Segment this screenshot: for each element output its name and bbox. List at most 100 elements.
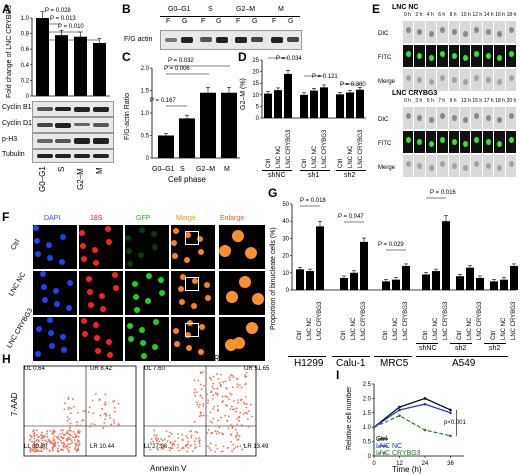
panel-e-lnc-crybg3-cell-blob-0-4 <box>451 115 457 121</box>
panel-b-lane-3: G <box>216 18 222 25</box>
panel-f-nucleus-2-3-1 <box>198 349 204 355</box>
panel-g-bar-4 <box>350 272 358 290</box>
panel-h-plot-2-dot-243 <box>209 411 212 414</box>
panel-h-plot-2-dot-120 <box>247 410 250 413</box>
panel-h-title-2: LNC CRYBG3 <box>190 354 241 363</box>
panel-g-xlabel-7: LNC NC <box>393 317 399 340</box>
panel-h-plot-1-dot-161 <box>64 402 66 405</box>
panel-f-nucleus-1-4-1 <box>239 276 251 288</box>
panel-h-plot-2-dot-162 <box>176 446 179 449</box>
panel-h-plot-1-dot-65 <box>68 451 71 453</box>
panel-h-plot-1-dot-203 <box>43 448 46 450</box>
panel-h-plot-1-dot-206 <box>33 432 36 434</box>
panel-h-plot-1-dot-196 <box>92 412 95 414</box>
panel-h-plot-2-dot-229 <box>149 441 152 444</box>
panel-h-plot-2-dot-210 <box>199 383 202 386</box>
panel-f-nucleus-0-0-1 <box>46 242 52 248</box>
panel-g-bar-5 <box>360 241 368 290</box>
panel-e-lnc-nc-row-2: Merge <box>378 79 396 85</box>
panel-i-ytick-label-1: 0.5 <box>363 440 372 446</box>
panel-h-plot-1-dot-29 <box>87 411 90 414</box>
panel-h-plot-1-dot-259 <box>38 435 40 438</box>
panel-h-plot-2-dot-2 <box>196 403 199 406</box>
panel-e-lnc-crybg3-cell-blob-1-0 <box>406 137 411 143</box>
panel-h-plot-1-dot-26 <box>62 429 64 432</box>
panel-h-plot-2-dot-15 <box>224 395 227 398</box>
panel-h-plot-2-dot-191 <box>163 438 166 441</box>
panel-g-chart: 0 10 20 30 40 50 <box>282 197 518 294</box>
panel-h-plot-2-dot-16 <box>198 415 201 418</box>
panel-g-line-1: Calu-1 <box>336 358 366 369</box>
panel-h-plot-1-dot-204 <box>62 449 65 452</box>
panel-d-group-0: shNC <box>268 172 286 179</box>
panel-c-xlabel: Cell phase <box>168 175 206 184</box>
panel-h-plot-1-dot-68 <box>44 439 47 442</box>
panel-h-xlabel: Annexin V <box>150 464 187 473</box>
panel-h-plot-1-dot-163 <box>65 432 68 435</box>
panel-h-plot-2-dot-170 <box>194 430 197 433</box>
panel-h-plot-2-dot-174 <box>233 408 236 411</box>
panel-f-image-2-1 <box>78 316 124 362</box>
panel-h-plot-2-dot-253 <box>207 402 209 404</box>
panel-h-plot-2-dot-231 <box>225 387 228 389</box>
panel-h-plot-2-dot-63 <box>170 433 173 435</box>
panel-h-plot-2-dot-244 <box>189 444 192 447</box>
panel-a-xcat-0: G0–G1 <box>38 166 47 192</box>
panel-h-plot-1-dot-219 <box>52 443 55 446</box>
panel-h-plot-1-dot-120 <box>66 444 69 446</box>
panel-h-plot-1-dot-42 <box>49 429 52 432</box>
panel-a-ytick-label-1: 0.2 <box>21 78 30 84</box>
panel-h-plot-2-dot-130 <box>250 415 253 418</box>
panel-h-plot-2-dot-106 <box>247 425 250 428</box>
panel-f-nucleus-1-2-2 <box>158 277 164 283</box>
panel-c-ytick-label-2: 1.0 <box>141 111 150 117</box>
panel-h-plot-2-dot-258 <box>212 387 215 390</box>
panel-g-ytick-label-0: 0 <box>286 288 290 294</box>
panel-h-plot-2-dot-172 <box>230 433 233 436</box>
panel-f-nucleus-2-3-5 <box>174 341 180 347</box>
blot-label-cyclin-d1: Cyclin D1 <box>2 120 32 127</box>
panel-h-plot-2-dot-238 <box>161 439 164 442</box>
panel-e-lnc-nc-cell-blob-2-5 <box>463 79 468 85</box>
panel-f-nucleus-0-1-3 <box>80 243 86 249</box>
panel-h-plot-1-dot-66 <box>41 450 43 453</box>
panel-f-image-1-1 <box>78 270 124 316</box>
panel-h-plot-2-dot-242 <box>217 419 219 422</box>
panel-h-plot-1-dot-117 <box>33 437 36 440</box>
panel-h-plot-1-dot-221 <box>57 445 60 447</box>
panel-h-plot-1-dot-164 <box>72 430 75 433</box>
panel-g-bar-12 <box>456 276 464 290</box>
panel-f-nucleus-2-3-3 <box>186 345 192 351</box>
panel-h-plot-1-dot-198 <box>29 434 31 437</box>
panel-b-lane-5: G <box>252 18 258 25</box>
panel-h-plot-2-dot-112 <box>165 430 168 433</box>
panel-h-p1-ur: UR 8.42 <box>90 366 113 372</box>
panel-h-plot-1-dot-202 <box>40 442 43 445</box>
panel-h-plot-1-dot-32 <box>64 445 67 448</box>
panel-e-lnc-nc-time-9: 18 h <box>506 12 517 18</box>
panel-h-plot-1-dot-107 <box>48 449 51 452</box>
panel-h-plot-1-dot-239 <box>69 422 72 425</box>
panel-h-plot-2-dot-200 <box>226 419 229 422</box>
panel-g-xlabel-3: Ctrl <box>341 330 347 340</box>
panel-h-plot-2-dot-232 <box>228 379 231 381</box>
panel-h-plot-1-dot-8 <box>117 402 120 405</box>
panel-h-plot-2-dot-132 <box>215 444 217 447</box>
panel-h-plot-1-dot-56 <box>69 424 71 427</box>
panel-f-row-ctrl: Ctrl <box>10 238 22 252</box>
panel-f-nucleus-1-2-1 <box>145 298 151 304</box>
panel-h-plot-2-dot-151 <box>212 394 215 397</box>
panel-d-xlabel-0: Ctrl <box>266 158 272 168</box>
panel-i-pval: p<0.001 <box>444 420 466 426</box>
panel-h-plot-1-dot-122 <box>57 449 59 452</box>
panel-h-plot-2-dot-164 <box>211 397 214 400</box>
panel-h-plot-2-dot-82 <box>227 446 229 449</box>
panel-h-plot-1-dot-11 <box>36 443 39 446</box>
panel-h-plot-2-dot-96 <box>212 408 214 410</box>
panel-f-nucleus-0-4-0 <box>219 245 231 257</box>
panel-h-plot-1-dot-229 <box>58 438 60 441</box>
panel-h-plot-2-dot-165 <box>155 438 158 441</box>
panel-b-lane-4: F <box>236 18 241 25</box>
panel-b-lane-6: F <box>272 18 277 25</box>
panel-h-plot-2-dot-219 <box>222 400 225 402</box>
